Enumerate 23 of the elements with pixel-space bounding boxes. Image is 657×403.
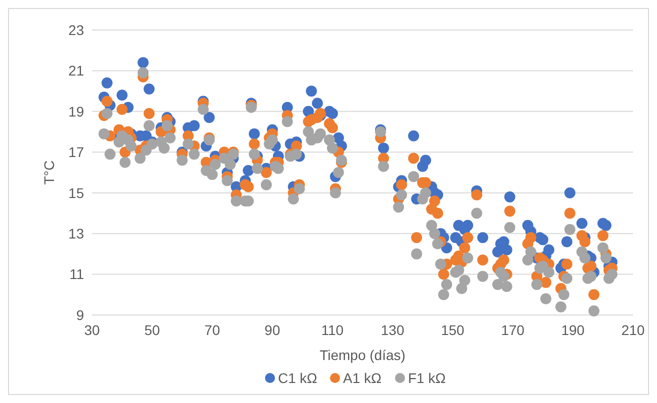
legend-label: F1 kΩ [408,370,446,386]
legend-label: A1 kΩ [343,370,382,386]
x-tick-label: 50 [144,322,160,338]
x-tick-label: 90 [264,322,280,338]
y-tick-label: 19 [68,103,84,120]
x-tick-label: 190 [561,322,585,338]
y-tick-label: 9 [76,306,84,323]
y-tick-label: 23 [68,22,84,38]
x-tick-label: 150 [440,322,465,338]
x-tick-label: 30 [84,322,100,338]
y-tick-label: 17 [68,144,84,160]
x-axis-title: Tiempo (días) [320,347,406,363]
y-tick-label: 21 [68,62,84,79]
legend-label: C1 kΩ [278,370,318,386]
y-tick-label: 13 [68,225,84,242]
x-tick-label: 70 [204,322,220,338]
y-tick-label: 15 [68,184,84,201]
y-tick-label: 11 [69,266,84,282]
y-axis-title: T°C [41,160,57,185]
x-tick-label: 130 [380,322,404,338]
x-tick-label: 210 [621,322,645,338]
x-tick-label: 110 [321,322,344,338]
x-tick-label: 170 [501,322,525,338]
